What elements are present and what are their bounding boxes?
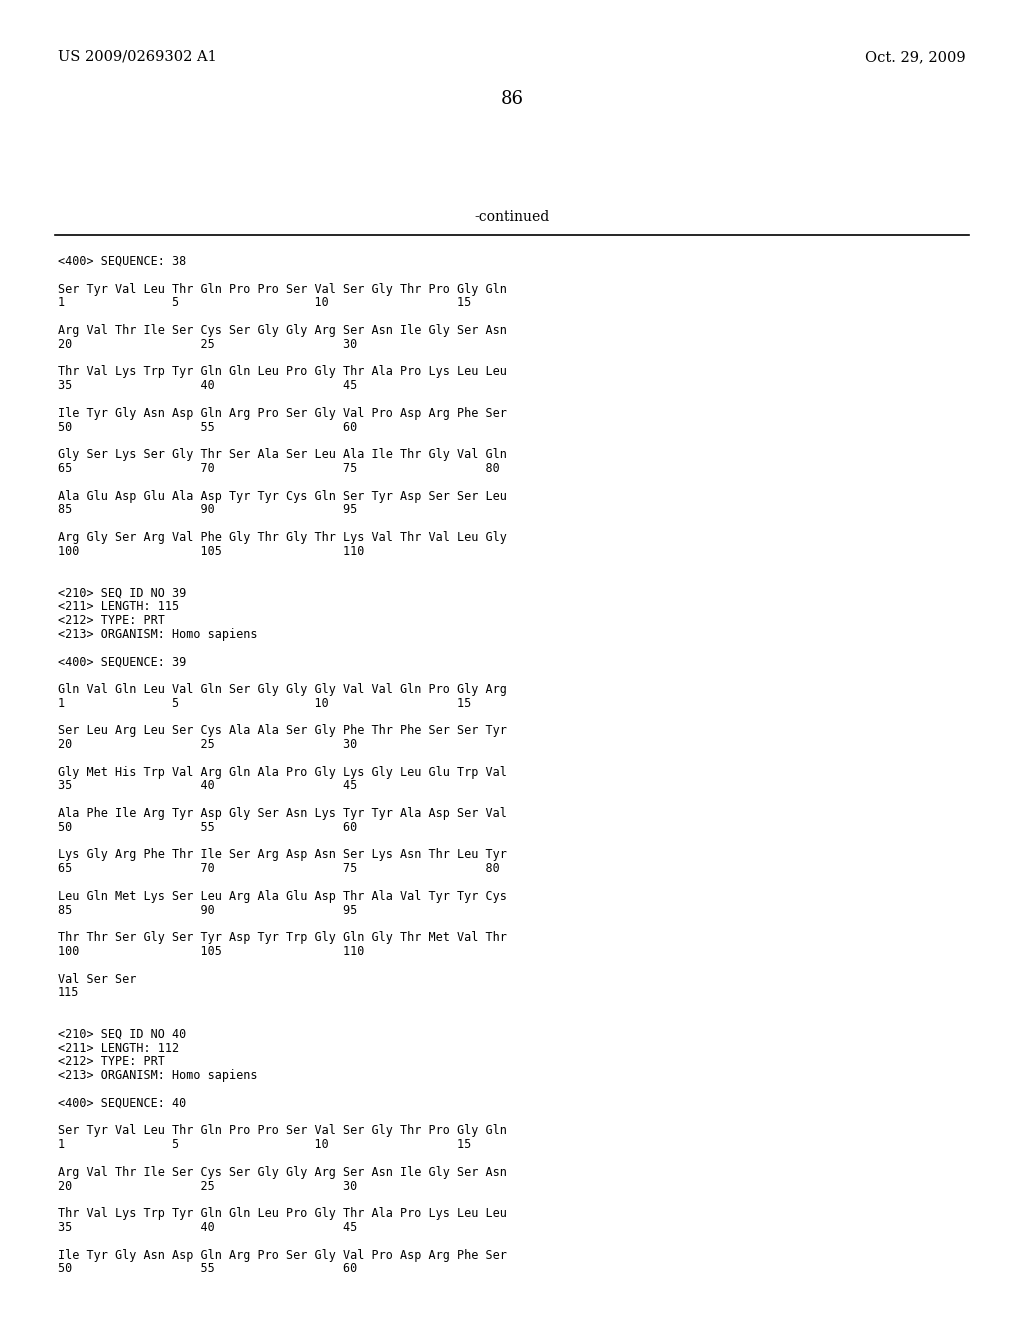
- Text: <400> SEQUENCE: 38: <400> SEQUENCE: 38: [58, 255, 186, 268]
- Text: 20                  25                  30: 20 25 30: [58, 1180, 357, 1192]
- Text: Arg Val Thr Ile Ser Cys Ser Gly Gly Arg Ser Asn Ile Gly Ser Asn: Arg Val Thr Ile Ser Cys Ser Gly Gly Arg …: [58, 1166, 507, 1179]
- Text: Ala Phe Ile Arg Tyr Asp Gly Ser Asn Lys Tyr Tyr Ala Asp Ser Val: Ala Phe Ile Arg Tyr Asp Gly Ser Asn Lys …: [58, 807, 507, 820]
- Text: <213> ORGANISM: Homo sapiens: <213> ORGANISM: Homo sapiens: [58, 1069, 257, 1082]
- Text: Ile Tyr Gly Asn Asp Gln Arg Pro Ser Gly Val Pro Asp Arg Phe Ser: Ile Tyr Gly Asn Asp Gln Arg Pro Ser Gly …: [58, 407, 507, 420]
- Text: 1               5                   10                  15: 1 5 10 15: [58, 297, 471, 309]
- Text: Ile Tyr Gly Asn Asp Gln Arg Pro Ser Gly Val Pro Asp Arg Phe Ser: Ile Tyr Gly Asn Asp Gln Arg Pro Ser Gly …: [58, 1249, 507, 1262]
- Text: 35                  40                  45: 35 40 45: [58, 379, 357, 392]
- Text: 100                 105                 110: 100 105 110: [58, 945, 365, 958]
- Text: Arg Gly Ser Arg Val Phe Gly Thr Gly Thr Lys Val Thr Val Leu Gly: Arg Gly Ser Arg Val Phe Gly Thr Gly Thr …: [58, 531, 507, 544]
- Text: Ala Glu Asp Glu Ala Asp Tyr Tyr Cys Gln Ser Tyr Asp Ser Ser Leu: Ala Glu Asp Glu Ala Asp Tyr Tyr Cys Gln …: [58, 490, 507, 503]
- Text: 65                  70                  75                  80: 65 70 75 80: [58, 862, 500, 875]
- Text: 1               5                   10                  15: 1 5 10 15: [58, 697, 471, 710]
- Text: Thr Val Lys Trp Tyr Gln Gln Leu Pro Gly Thr Ala Pro Lys Leu Leu: Thr Val Lys Trp Tyr Gln Gln Leu Pro Gly …: [58, 366, 507, 379]
- Text: Leu Gln Met Lys Ser Leu Arg Ala Glu Asp Thr Ala Val Tyr Tyr Cys: Leu Gln Met Lys Ser Leu Arg Ala Glu Asp …: [58, 890, 507, 903]
- Text: <213> ORGANISM: Homo sapiens: <213> ORGANISM: Homo sapiens: [58, 627, 257, 640]
- Text: Val Ser Ser: Val Ser Ser: [58, 973, 136, 986]
- Text: Gly Met His Trp Val Arg Gln Ala Pro Gly Lys Gly Leu Glu Trp Val: Gly Met His Trp Val Arg Gln Ala Pro Gly …: [58, 766, 507, 779]
- Text: 20                  25                  30: 20 25 30: [58, 338, 357, 351]
- Text: 115: 115: [58, 986, 80, 999]
- Text: 1               5                   10                  15: 1 5 10 15: [58, 1138, 471, 1151]
- Text: Thr Thr Ser Gly Ser Tyr Asp Tyr Trp Gly Gln Gly Thr Met Val Thr: Thr Thr Ser Gly Ser Tyr Asp Tyr Trp Gly …: [58, 931, 507, 944]
- Text: Oct. 29, 2009: Oct. 29, 2009: [865, 50, 966, 63]
- Text: <211> LENGTH: 115: <211> LENGTH: 115: [58, 601, 179, 612]
- Text: 86: 86: [501, 90, 523, 108]
- Text: -continued: -continued: [474, 210, 550, 224]
- Text: Ser Tyr Val Leu Thr Gln Pro Pro Ser Val Ser Gly Thr Pro Gly Gln: Ser Tyr Val Leu Thr Gln Pro Pro Ser Val …: [58, 1125, 507, 1138]
- Text: <400> SEQUENCE: 40: <400> SEQUENCE: 40: [58, 1097, 186, 1110]
- Text: <212> TYPE: PRT: <212> TYPE: PRT: [58, 1056, 165, 1068]
- Text: 20                  25                  30: 20 25 30: [58, 738, 357, 751]
- Text: Gly Ser Lys Ser Gly Thr Ser Ala Ser Leu Ala Ile Thr Gly Val Gln: Gly Ser Lys Ser Gly Thr Ser Ala Ser Leu …: [58, 449, 507, 461]
- Text: <210> SEQ ID NO 40: <210> SEQ ID NO 40: [58, 1028, 186, 1040]
- Text: <400> SEQUENCE: 39: <400> SEQUENCE: 39: [58, 655, 186, 668]
- Text: Arg Val Thr Ile Ser Cys Ser Gly Gly Arg Ser Asn Ile Gly Ser Asn: Arg Val Thr Ile Ser Cys Ser Gly Gly Arg …: [58, 323, 507, 337]
- Text: 100                 105                 110: 100 105 110: [58, 545, 365, 558]
- Text: Ser Leu Arg Leu Ser Cys Ala Ala Ser Gly Phe Thr Phe Ser Ser Tyr: Ser Leu Arg Leu Ser Cys Ala Ala Ser Gly …: [58, 725, 507, 737]
- Text: US 2009/0269302 A1: US 2009/0269302 A1: [58, 50, 217, 63]
- Text: 85                  90                  95: 85 90 95: [58, 904, 357, 916]
- Text: <210> SEQ ID NO 39: <210> SEQ ID NO 39: [58, 586, 186, 599]
- Text: Gln Val Gln Leu Val Gln Ser Gly Gly Gly Val Val Gln Pro Gly Arg: Gln Val Gln Leu Val Gln Ser Gly Gly Gly …: [58, 682, 507, 696]
- Text: 35                  40                  45: 35 40 45: [58, 1221, 357, 1234]
- Text: <212> TYPE: PRT: <212> TYPE: PRT: [58, 614, 165, 627]
- Text: 50                  55                  60: 50 55 60: [58, 821, 357, 834]
- Text: <211> LENGTH: 112: <211> LENGTH: 112: [58, 1041, 179, 1055]
- Text: 35                  40                  45: 35 40 45: [58, 779, 357, 792]
- Text: 50                  55                  60: 50 55 60: [58, 421, 357, 433]
- Text: Ser Tyr Val Leu Thr Gln Pro Pro Ser Val Ser Gly Thr Pro Gly Gln: Ser Tyr Val Leu Thr Gln Pro Pro Ser Val …: [58, 282, 507, 296]
- Text: 65                  70                  75                  80: 65 70 75 80: [58, 462, 500, 475]
- Text: 85                  90                  95: 85 90 95: [58, 503, 357, 516]
- Text: 50                  55                  60: 50 55 60: [58, 1262, 357, 1275]
- Text: Thr Val Lys Trp Tyr Gln Gln Leu Pro Gly Thr Ala Pro Lys Leu Leu: Thr Val Lys Trp Tyr Gln Gln Leu Pro Gly …: [58, 1208, 507, 1220]
- Text: Lys Gly Arg Phe Thr Ile Ser Arg Asp Asn Ser Lys Asn Thr Leu Tyr: Lys Gly Arg Phe Thr Ile Ser Arg Asp Asn …: [58, 849, 507, 862]
